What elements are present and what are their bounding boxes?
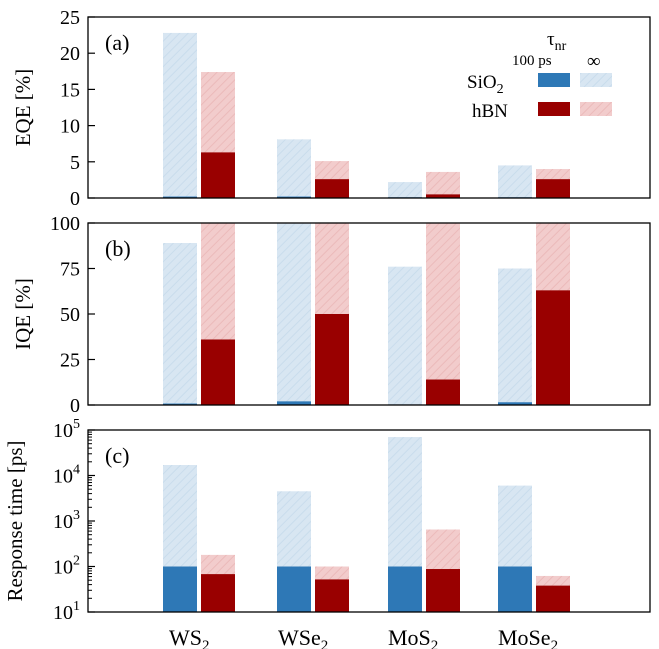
- x-category-wse2: WSe2: [278, 625, 328, 649]
- legend-header: τnr: [547, 29, 567, 54]
- y-tick-label: 100: [50, 213, 80, 235]
- bar-hbn-solid-mos2: [426, 379, 460, 405]
- bar-sio2-hatched-mose2: [498, 165, 532, 198]
- y-tick-label: 0: [70, 188, 80, 210]
- y-tick-label: 103: [53, 508, 80, 533]
- legend-col1-label: 100 ps: [512, 53, 552, 69]
- bar-hbn-solid-mos2: [426, 569, 460, 612]
- bar-hbn-solid-ws2: [201, 574, 235, 612]
- y-tick-label: 102: [53, 554, 80, 579]
- bar-sio2-solid-ws2: [163, 403, 197, 405]
- bar-hbn-hatched-mos2: [426, 223, 460, 405]
- bar-sio2-solid-wse2: [277, 401, 311, 405]
- bar-hbn-solid-mose2: [536, 290, 570, 405]
- bar-hbn-solid-mose2: [536, 585, 570, 612]
- plot-frame: [87, 16, 651, 199]
- y-tick-label: 101: [53, 599, 80, 624]
- x-category-mos2: MoS2: [388, 625, 438, 649]
- bar-hbn-solid-wse2: [315, 314, 349, 405]
- y-tick-label: 0: [70, 395, 80, 417]
- bar-sio2-solid-ws2: [163, 566, 197, 612]
- bar-hbn-solid-mos2: [426, 194, 460, 198]
- bar-sio2-hatched-wse2: [277, 223, 311, 405]
- legend-swatch-sio2-hatched: [580, 73, 612, 87]
- y-tick-label: 75: [60, 259, 80, 281]
- y-tick-label: 10: [60, 116, 80, 138]
- y-axis-label: EQE [%]: [11, 69, 35, 147]
- bar-hbn-solid-wse2: [315, 179, 349, 198]
- panel-label: (c): [105, 443, 129, 468]
- y-axis-label: IQE [%]: [11, 278, 35, 350]
- x-category-labels: WS2 WSe2 MoS2 MoSe2: [169, 625, 558, 649]
- bar-hbn-solid-mose2: [536, 179, 570, 198]
- y-tick-label: 105: [53, 417, 80, 442]
- y-tick-label: 25: [60, 7, 80, 29]
- bar-sio2-hatched-ws2: [163, 32, 197, 198]
- panel-label: (a): [105, 30, 129, 55]
- legend-swatch-sio2-solid: [538, 73, 570, 87]
- bar-sio2-solid-mose2: [498, 566, 532, 612]
- bar-sio2-solid-mos2: [388, 566, 422, 612]
- x-category-mose2: MoSe2: [498, 625, 558, 649]
- legend: τnr 100 ps ∞ SiO2 hBN: [467, 29, 612, 122]
- legend-swatch-hbn-solid: [538, 102, 570, 116]
- bar-hbn-hatched-mos2: [426, 171, 460, 198]
- y-tick-label: 15: [60, 79, 80, 101]
- y-tick-label: 50: [60, 304, 80, 326]
- bar-hbn-solid-wse2: [315, 579, 349, 612]
- bar-sio2-hatched-mos2: [388, 182, 422, 198]
- y-tick-label: 20: [60, 43, 80, 65]
- y-tick-label: 104: [53, 463, 80, 488]
- bar-sio2-hatched-mos2: [388, 266, 422, 405]
- legend-row-sio2-label: SiO2: [467, 72, 504, 97]
- bar-hbn-solid-ws2: [201, 152, 235, 198]
- bar-sio2-solid-wse2: [277, 566, 311, 612]
- panel-b: 0 25 50 75 100 IQE [%] (b): [11, 213, 651, 417]
- bar-hbn-solid-ws2: [201, 339, 235, 405]
- panel-label: (b): [105, 236, 131, 261]
- panel-c: 101 102 103 104 105 Response time [ps] (c): [3, 417, 651, 624]
- x-category-ws2: WS2: [169, 625, 210, 649]
- panels: 0 5 10 15 20 25 EQE [%] (a) 0 25 50 75 100 IQE [%] (b)…: [3, 7, 651, 624]
- bar-sio2-solid-mose2: [498, 402, 532, 405]
- panel-a: 0 5 10 15 20 25 EQE [%] (a): [11, 7, 651, 210]
- bar-sio2-solid-ws2: [163, 196, 197, 198]
- y-tick-label: 5: [70, 152, 80, 174]
- bar-sio2-solid-wse2: [277, 196, 311, 198]
- y-axis-label: Response time [ps]: [3, 441, 27, 602]
- legend-row-hbn-label: hBN: [472, 101, 508, 122]
- legend-swatch-hbn-hatched: [580, 102, 612, 116]
- bar-sio2-hatched-wse2: [277, 139, 311, 198]
- bar-sio2-hatched-ws2: [163, 243, 197, 405]
- legend-col2-label: ∞: [587, 51, 601, 72]
- bar-sio2-hatched-mose2: [498, 268, 532, 405]
- y-tick-label: 25: [60, 350, 80, 372]
